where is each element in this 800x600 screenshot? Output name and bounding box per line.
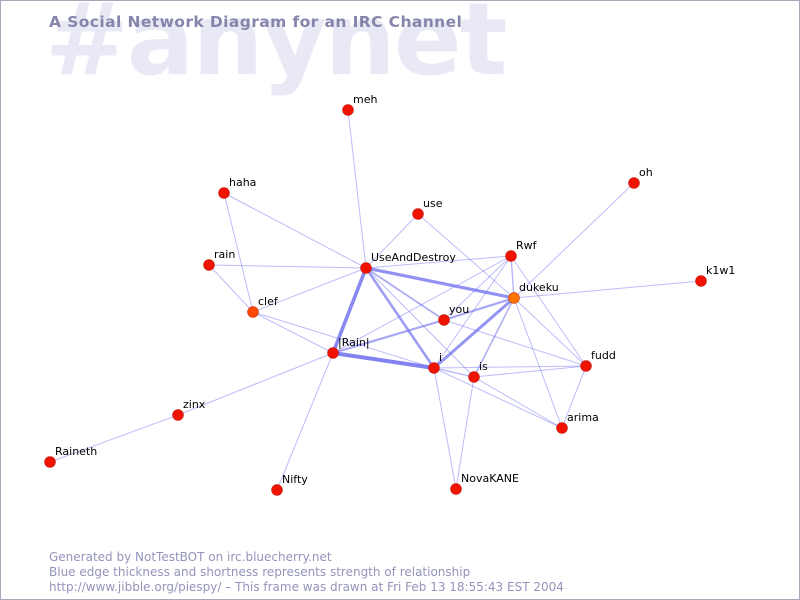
footer-generated-by: Generated by NotTestBOT on irc.bluecherr… <box>49 550 332 564</box>
node-NovaKANE <box>450 483 462 495</box>
node-rain <box>203 259 215 271</box>
edge-dukeku-arima <box>513 297 563 429</box>
edge-i-NovaKANE <box>433 367 457 490</box>
edge-fudd-arima <box>561 365 587 429</box>
node-k1w1 <box>695 275 707 287</box>
edge-you-fudd <box>443 319 587 367</box>
edge-UseAndDestroy-i <box>364 267 436 369</box>
node-clef <box>247 306 259 318</box>
node-Nifty <box>271 484 283 496</box>
edge-clef-i <box>252 311 435 369</box>
node-label-you: you <box>449 303 469 316</box>
edge-clef-UseAndDestroy <box>252 267 367 313</box>
edge-Rwf-dukeku <box>510 255 515 299</box>
edge-UseAndDestroy-Rwf <box>365 255 512 269</box>
diagram-title: A Social Network Diagram for an IRC Chan… <box>49 13 463 31</box>
edge-Rwf-you <box>443 255 512 321</box>
node-label-dukeku: dukeku <box>519 281 559 294</box>
edge-zinx-Raineth <box>49 414 179 463</box>
node-arima <box>556 422 568 434</box>
node-label-oh: oh <box>639 166 653 179</box>
node-label-i: i <box>439 351 442 364</box>
node-label-arima: arima <box>567 411 599 424</box>
node-dukeku <box>508 292 520 304</box>
edge-rain-UseAndDestroy <box>208 264 367 269</box>
edge-Rain-Nifty <box>276 352 334 491</box>
edge-haha-clef <box>223 192 254 313</box>
edge-i-arima <box>433 367 563 429</box>
footer-url-timestamp: http://www.jibble.org/piespy/ – This fra… <box>49 580 564 594</box>
edge-UseAndDestroy-you <box>365 267 445 321</box>
edge-is-arima <box>473 376 563 429</box>
edge-rain-clef <box>208 264 254 313</box>
edge-clef-Rain <box>252 311 334 354</box>
node-Raineth <box>44 456 56 468</box>
node-label-use: use <box>423 197 443 210</box>
edge-UseAndDestroy-Rain <box>331 267 368 354</box>
edge-Rain-i <box>332 351 435 370</box>
edge-Rwf-Rain <box>332 255 512 354</box>
edge-i-fudd <box>433 365 587 369</box>
node-zinx <box>172 409 184 421</box>
node-label-fudd: fudd <box>591 349 616 362</box>
channel-watermark: #anynet <box>45 0 507 98</box>
edge-Rain-zinx <box>177 352 334 416</box>
node-label-Rain: |Rain| <box>338 336 370 349</box>
node-label-zinx: zinx <box>183 398 206 411</box>
edge-i-is <box>433 367 475 378</box>
node-label-Nifty: Nifty <box>282 473 308 486</box>
node-label-UseAndDestroy: UseAndDestroy <box>371 251 456 264</box>
node-i <box>428 362 440 374</box>
node-you <box>438 314 450 326</box>
edge-oh-dukeku <box>513 182 635 299</box>
edge-dukeku-is <box>473 297 515 378</box>
node-use <box>412 208 424 220</box>
edge-use-UseAndDestroy <box>365 213 419 269</box>
node-haha <box>218 187 230 199</box>
edge-dukeku-i <box>433 296 515 370</box>
node-meh <box>342 104 354 116</box>
node-label-k1w1: k1w1 <box>706 264 735 277</box>
node-label-NovaKANE: NovaKANE <box>461 472 519 485</box>
node-label-meh: meh <box>353 93 377 106</box>
edge-UseAndDestroy-is <box>365 267 475 378</box>
edge-dukeku-fudd <box>513 297 587 367</box>
node-oh <box>628 177 640 189</box>
edge-Rain-you <box>332 318 445 355</box>
node-Rain <box>327 347 339 359</box>
edge-UseAndDestroy-dukeku <box>365 266 515 300</box>
edge-k1w1-dukeku <box>513 280 702 299</box>
edge-use-dukeku <box>417 213 515 299</box>
node-label-clef: clef <box>258 295 279 308</box>
node-label-is: is <box>479 360 488 373</box>
edge-Rwf-fudd <box>510 255 587 367</box>
node-is <box>468 371 480 383</box>
edge-is-NovaKANE <box>455 376 475 490</box>
edge-is-fudd <box>473 365 587 378</box>
footer-legend: Blue edge thickness and shortness repres… <box>49 565 471 579</box>
node-UseAndDestroy <box>360 262 372 274</box>
node-label-haha: haha <box>229 176 256 189</box>
node-label-Raineth: Raineth <box>55 445 97 458</box>
node-fudd <box>580 360 592 372</box>
edge-dukeku-you <box>443 296 515 322</box>
node-Rwf <box>505 250 517 262</box>
edge-haha-UseAndDestroy <box>223 192 367 269</box>
node-label-Rwf: Rwf <box>516 239 538 252</box>
node-label-rain: rain <box>214 248 235 261</box>
edge-meh-UseAndDestroy <box>347 109 367 269</box>
